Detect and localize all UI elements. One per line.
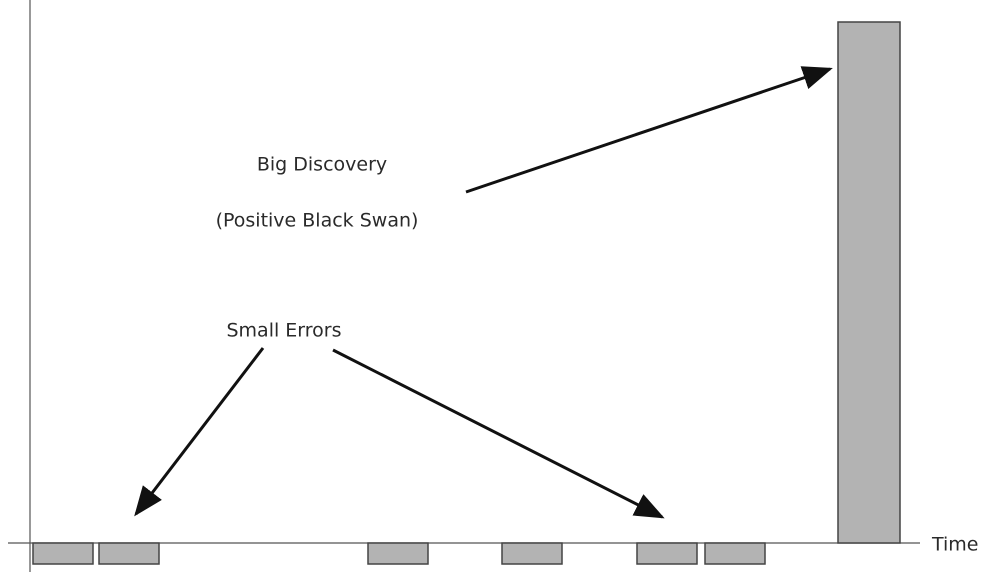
big-discovery-bar xyxy=(837,21,901,544)
x-axis-label: Time xyxy=(931,534,979,556)
small-error-bar xyxy=(636,542,698,565)
annotation: Big Discovery xyxy=(257,154,387,176)
small-error-bar xyxy=(501,542,563,565)
small-error-bar xyxy=(704,542,766,565)
annotation: Small Errors xyxy=(226,320,341,342)
arrow xyxy=(134,347,265,517)
arrow xyxy=(465,66,833,194)
small-error-bar xyxy=(98,542,160,565)
small-error-bar xyxy=(367,542,429,565)
annotation: (Positive Black Swan) xyxy=(216,210,419,232)
small-error-bar xyxy=(32,542,94,565)
arrow xyxy=(332,348,665,519)
